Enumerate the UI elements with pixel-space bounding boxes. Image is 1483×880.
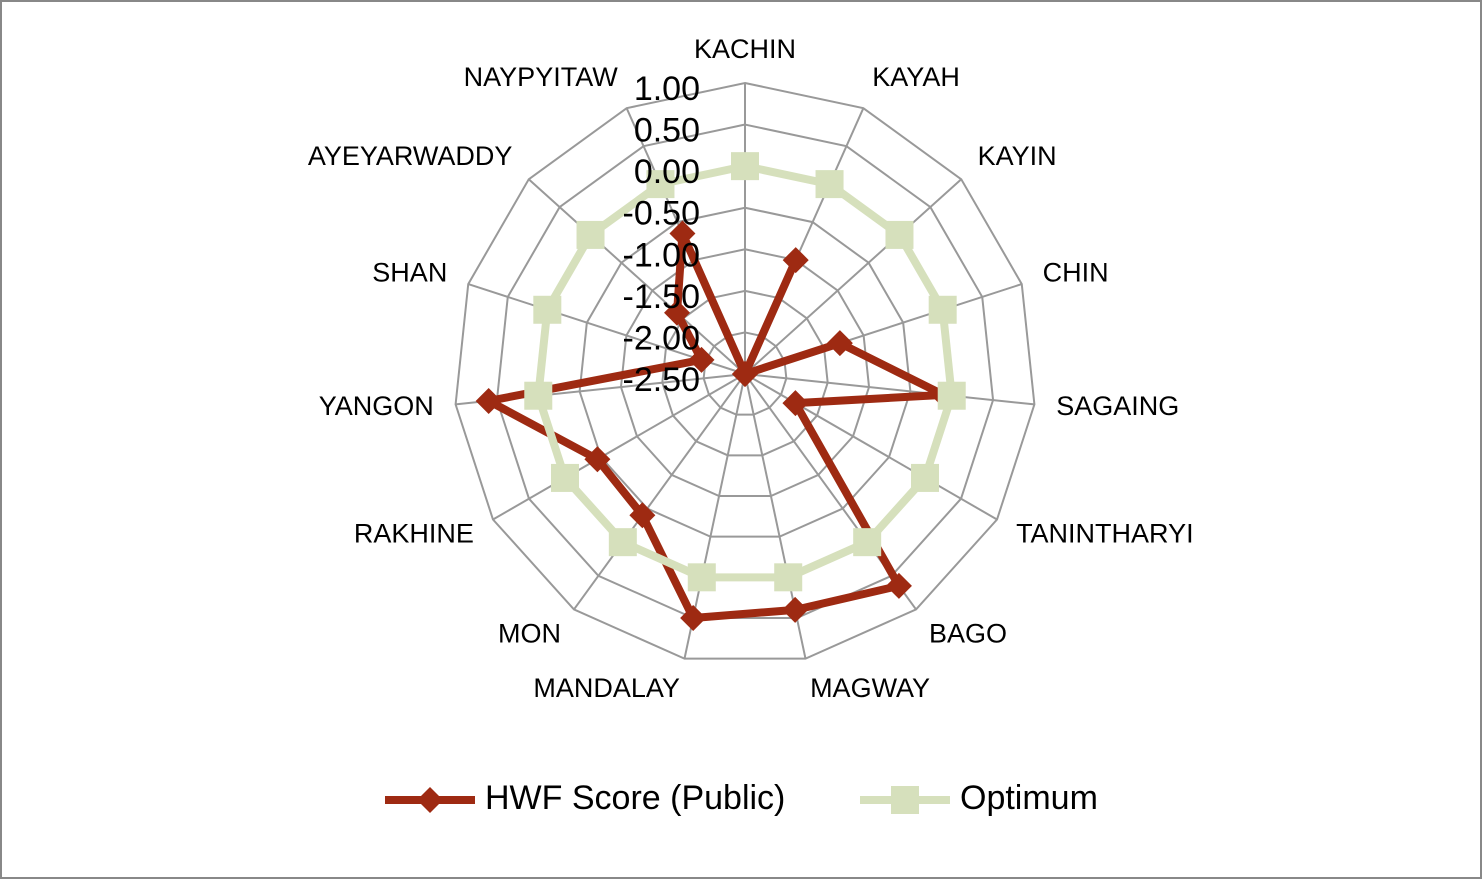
- series-line: [484, 229, 948, 622]
- legend-label: HWF Score (Public): [485, 779, 785, 817]
- category-label: KACHIN: [694, 34, 796, 64]
- spoke: [528, 178, 746, 375]
- grid-ring: [661, 289, 829, 457]
- marker: [584, 446, 611, 473]
- grid-ring: [702, 331, 788, 416]
- spoke: [744, 373, 998, 521]
- r-tick-label: -1.50: [623, 278, 701, 316]
- grid-ring: [454, 81, 1036, 660]
- legend-marker: [891, 786, 919, 814]
- legend-label: Optimum: [960, 779, 1098, 817]
- marker: [782, 247, 809, 274]
- category-label: MON: [498, 618, 561, 648]
- marker: [732, 361, 758, 387]
- marker: [688, 346, 715, 373]
- category-label: CHIN: [1043, 257, 1109, 287]
- r-tick-label: -2.00: [623, 319, 701, 357]
- r-tick-label: -0.50: [623, 195, 701, 233]
- spoke: [744, 373, 1035, 406]
- grid-ring: [495, 123, 995, 619]
- category-label: YANGON: [319, 391, 434, 421]
- category-label: MANDALAY: [533, 673, 680, 703]
- spoke: [573, 373, 746, 611]
- marker: [475, 387, 502, 414]
- category-label: BAGO: [929, 618, 1007, 648]
- category-label: KAYIN: [978, 141, 1057, 171]
- category-label: SAGAING: [1056, 391, 1179, 421]
- marker: [576, 220, 605, 249]
- marker: [629, 502, 656, 529]
- r-tick-label: 0.00: [634, 153, 700, 191]
- marker: [646, 170, 675, 199]
- category-label: NAYPYITAW: [464, 62, 619, 92]
- spoke: [744, 178, 962, 375]
- marker: [664, 299, 691, 326]
- marker: [885, 572, 912, 599]
- legend-marker: [417, 787, 443, 813]
- spoke: [492, 373, 746, 521]
- series-line: [534, 162, 956, 582]
- marker: [524, 381, 553, 410]
- r-tick-label: 1.00: [634, 70, 700, 108]
- category-label: RAKHINE: [354, 519, 474, 549]
- grid-ring: [578, 206, 912, 538]
- marker: [550, 463, 579, 492]
- grid-ring: [619, 248, 871, 497]
- marker: [815, 170, 844, 199]
- category-label: KAYAH: [872, 62, 960, 92]
- marker: [774, 563, 803, 592]
- marker: [782, 596, 809, 623]
- r-tick-label: -2.50: [623, 361, 701, 399]
- marker: [680, 604, 707, 631]
- marker: [782, 390, 809, 417]
- marker: [669, 220, 696, 247]
- r-tick-label: -1.00: [623, 236, 701, 274]
- series: [484, 229, 948, 622]
- category-label: SHAN: [372, 257, 447, 287]
- marker: [731, 152, 759, 181]
- marker: [533, 295, 562, 324]
- marker: [687, 563, 716, 592]
- marker: [853, 528, 882, 557]
- r-tick-label: 0.50: [634, 112, 700, 150]
- marker: [911, 463, 940, 492]
- series: [534, 162, 956, 582]
- marker: [937, 381, 966, 410]
- marker: [928, 295, 957, 324]
- marker: [826, 330, 853, 357]
- marker: [608, 528, 637, 557]
- category-label: AYEYARWADDY: [308, 141, 513, 171]
- category-label: MAGWAY: [810, 673, 930, 703]
- category-label: TANINTHARYI: [1016, 519, 1194, 549]
- marker: [885, 220, 914, 249]
